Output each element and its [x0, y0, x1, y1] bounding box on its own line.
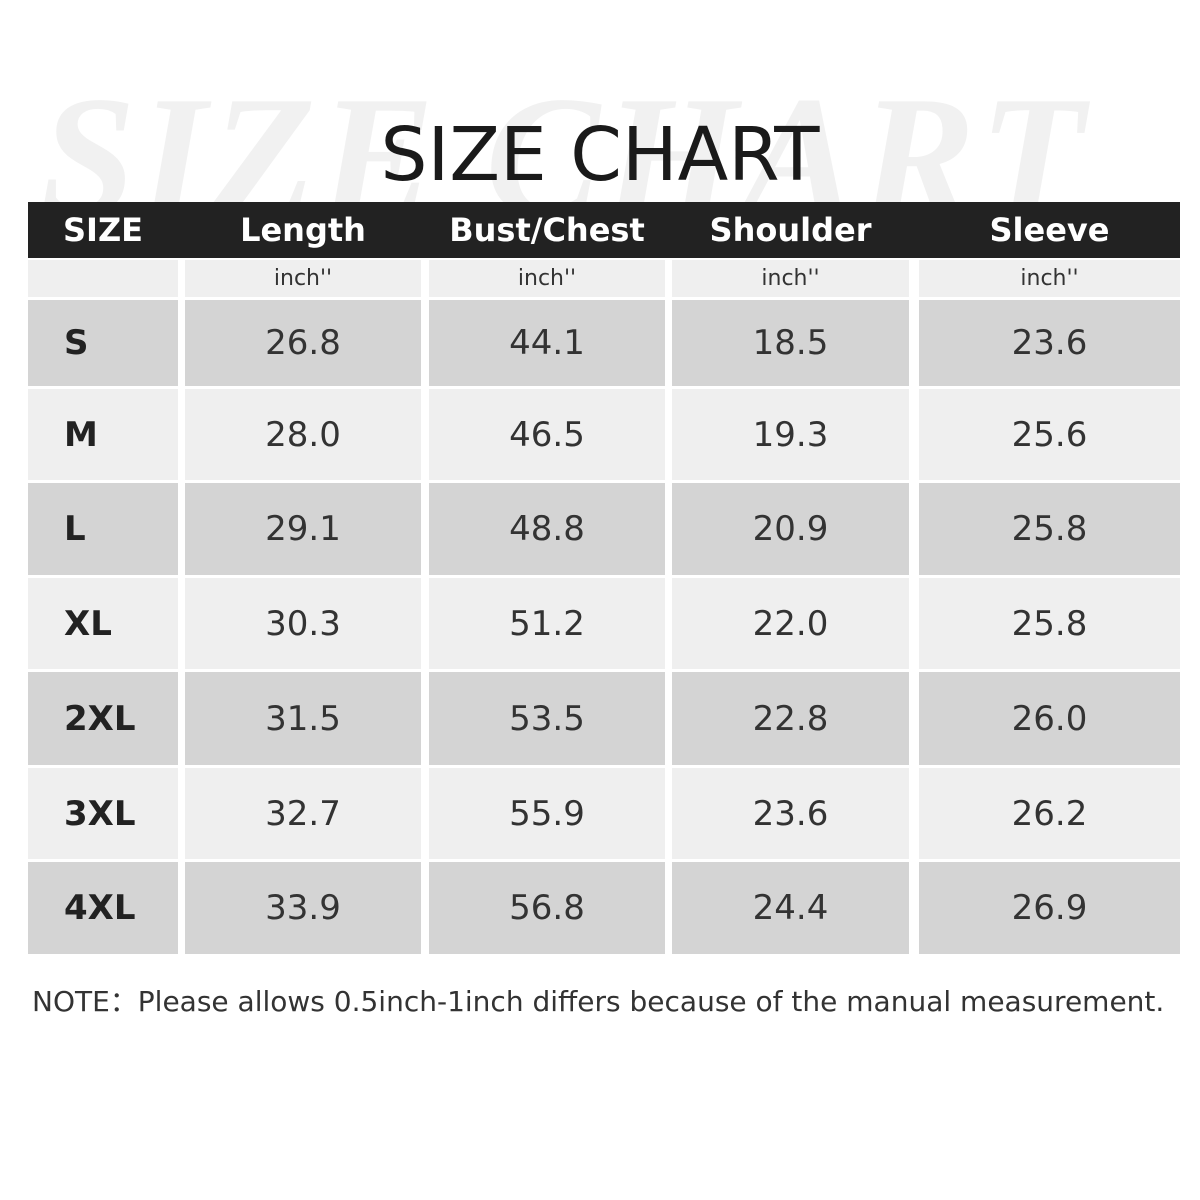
- watermark: SIZE CHART: [40, 62, 1089, 202]
- size-cell: S: [28, 300, 178, 386]
- note: NOTE：Please allows 0.5inch-1inch differs…: [32, 985, 1165, 1018]
- header-cell: Bust/Chest: [429, 202, 665, 258]
- unit-cell: inch'': [185, 260, 421, 297]
- value-cell: 32.7: [185, 768, 421, 859]
- value-cell: 53.5: [429, 672, 665, 765]
- value-cell: 31.5: [185, 672, 421, 765]
- value-cell: 24.4: [672, 862, 909, 954]
- unit-cell: inch'': [429, 260, 665, 297]
- value-cell: 25.8: [919, 483, 1180, 575]
- size-cell: L: [28, 483, 178, 575]
- value-cell: 29.1: [185, 483, 421, 575]
- value-cell: 25.8: [919, 578, 1180, 669]
- value-cell: 33.9: [185, 862, 421, 954]
- value-cell: 28.0: [185, 389, 421, 480]
- unit-cell: inch'': [919, 260, 1180, 297]
- unit-cell: inch'': [672, 260, 909, 297]
- value-cell: 46.5: [429, 389, 665, 480]
- value-cell: 26.0: [919, 672, 1180, 765]
- value-cell: 44.1: [429, 300, 665, 386]
- size-cell: 3XL: [28, 768, 178, 859]
- value-cell: 23.6: [672, 768, 909, 859]
- value-cell: 48.8: [429, 483, 665, 575]
- value-cell: 26.2: [919, 768, 1180, 859]
- header-cell: SIZE: [28, 202, 178, 258]
- size-cell: 2XL: [28, 672, 178, 765]
- value-cell: 51.2: [429, 578, 665, 669]
- size-cell: XL: [28, 578, 178, 669]
- header-cell: Length: [185, 202, 421, 258]
- size-cell: 4XL: [28, 862, 178, 954]
- title: SIZE CHART: [380, 112, 820, 198]
- value-cell: 20.9: [672, 483, 909, 575]
- value-cell: 26.8: [185, 300, 421, 386]
- unit-cell: [28, 260, 178, 297]
- value-cell: 25.6: [919, 389, 1180, 480]
- size-cell: M: [28, 389, 178, 480]
- value-cell: 18.5: [672, 300, 909, 386]
- value-cell: 19.3: [672, 389, 909, 480]
- value-cell: 22.8: [672, 672, 909, 765]
- value-cell: 56.8: [429, 862, 665, 954]
- value-cell: 22.0: [672, 578, 909, 669]
- header-cell: Sleeve: [919, 202, 1180, 258]
- value-cell: 55.9: [429, 768, 665, 859]
- value-cell: 23.6: [919, 300, 1180, 386]
- value-cell: 26.9: [919, 862, 1180, 954]
- value-cell: 30.3: [185, 578, 421, 669]
- header-cell: Shoulder: [672, 202, 909, 258]
